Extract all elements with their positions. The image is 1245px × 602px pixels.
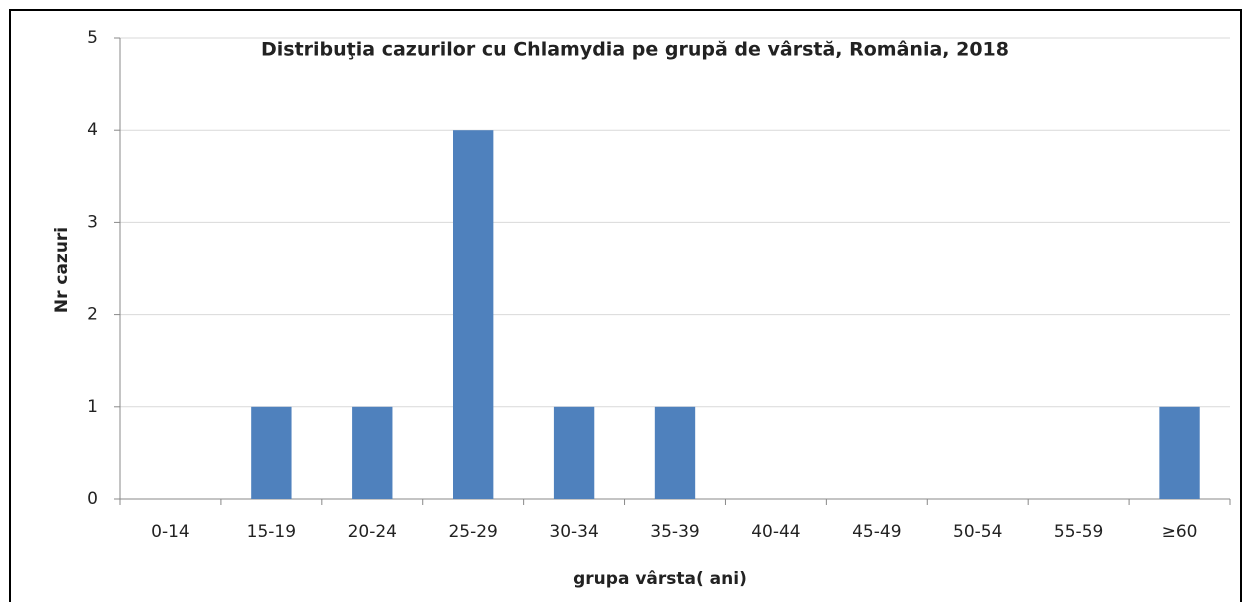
y-tick-label: 2 bbox=[87, 305, 98, 325]
x-tick-label: ≥60 bbox=[1162, 522, 1198, 542]
frame bbox=[9, 9, 1242, 602]
y-axis-label: Nr cazuri bbox=[52, 227, 72, 313]
y-tick-label: 4 bbox=[87, 120, 98, 140]
y-tick-label: 5 bbox=[87, 28, 98, 48]
bar bbox=[553, 406, 595, 499]
bar bbox=[453, 130, 494, 499]
bar bbox=[654, 406, 696, 499]
x-tick-label: 30-34 bbox=[549, 522, 598, 542]
x-tick-label: 25-29 bbox=[448, 522, 497, 542]
y-tick-label: 1 bbox=[87, 397, 98, 417]
bar bbox=[352, 406, 393, 499]
x-tick-label: 40-44 bbox=[751, 522, 800, 542]
x-tick-label: 35-39 bbox=[650, 522, 699, 542]
x-tick-label: 0-14 bbox=[151, 522, 190, 542]
bar bbox=[1159, 406, 1200, 499]
x-tick-label: 50-54 bbox=[953, 522, 1002, 542]
y-tick-label: 3 bbox=[87, 212, 98, 232]
x-tick-label: 20-24 bbox=[348, 522, 397, 542]
x-tick-label: 45-49 bbox=[852, 522, 901, 542]
chart-title: Distribuţia cazurilor cu Chlamydia pe gr… bbox=[261, 39, 1009, 61]
x-axis-label: grupa vârsta( ani) bbox=[573, 569, 747, 589]
x-tick-label: 55-59 bbox=[1054, 522, 1103, 542]
x-tick-label: 15-19 bbox=[247, 522, 296, 542]
y-tick-label: 0 bbox=[87, 489, 98, 509]
bar bbox=[251, 406, 292, 499]
